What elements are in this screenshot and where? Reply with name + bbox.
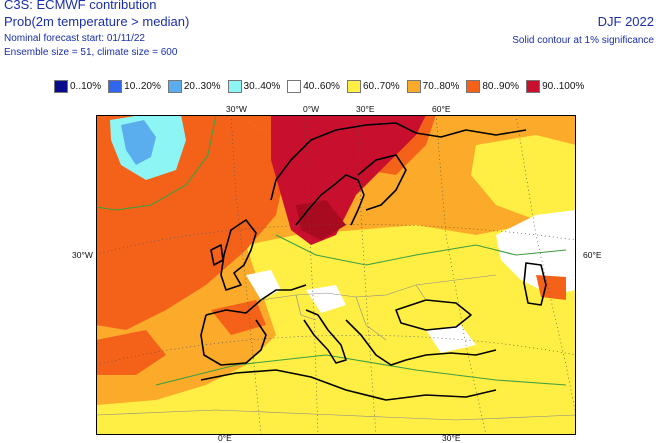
probability-map [96,115,576,435]
map-region-80-90 [211,300,266,335]
legend-label: 40..60% [303,81,340,92]
lon-label-bottom-0: 0°E [218,433,232,443]
legend-item: 70..80% [406,79,460,94]
legend-label: 10..20% [124,81,161,92]
legend-swatch [54,80,68,93]
forecast-start-text: Nominal forecast start: 01/11/22 [4,33,145,44]
lon-label-top-60e: 60°E [432,104,451,114]
lon-label-right-60e: 60°E [583,250,602,260]
legend-item: 30..40% [227,79,281,94]
lon-label-top-0: 0°W [303,104,320,114]
legend-label: 30..40% [243,81,281,92]
chart-subtitle: Prob(2m temperature > median) [4,14,190,29]
season-label: DJF 2022 [597,14,654,29]
chart-title: C3S: ECMWF contribution [4,0,157,12]
legend-swatch [466,80,481,93]
coastlines [200,122,547,401]
lon-label-bottom-30e: 30°E [442,433,461,443]
legend-item: 0..10% [54,79,101,94]
legend-label: 80..90% [482,81,520,92]
lon-label-top-30e: 30°E [356,104,375,114]
legend-item: 10..20% [108,79,161,94]
legend-item: 60..70% [346,79,400,94]
map-region-60-70 [471,135,576,220]
legend-item: 40..60% [287,79,340,94]
legend-swatch [167,80,182,93]
legend-item: 80..90% [466,79,519,94]
map-region-60-70 [96,210,576,435]
legend-swatch [526,80,541,93]
probability-legend: 0..10% 10..20% 20..30% 30..40% 40..60% 6… [54,79,591,94]
lon-label-left-30w: 30°W [72,250,93,260]
map-region-80-90 [96,330,166,375]
legend-swatch [227,80,242,93]
country-borders [96,274,576,421]
map-region-20-30 [121,120,156,165]
legend-label: 20..30% [183,81,221,92]
map-region-40-60 [306,285,346,313]
legend-swatch [108,80,123,93]
significance-contour [96,115,567,386]
lon-label-top-30w: 30°W [226,104,247,114]
legend-label: 60..70% [362,81,400,92]
legend-swatch [406,80,421,93]
map-region-40-60 [426,325,476,353]
legend-label: 0..10% [70,81,102,92]
legend-item: 20..30% [167,79,221,94]
legend-label: 70..80% [422,81,460,92]
legend-swatch [346,80,361,93]
legend-label: 90..100% [542,81,585,92]
legend-item: 90..100% [526,79,584,94]
significance-note: Solid contour at 1% significance [512,35,654,46]
map-graticule [96,115,576,435]
legend-swatch [287,80,302,93]
ensemble-size-text: Ensemble size = 51, climate size = 600 [4,47,178,58]
map-frame [96,115,576,435]
